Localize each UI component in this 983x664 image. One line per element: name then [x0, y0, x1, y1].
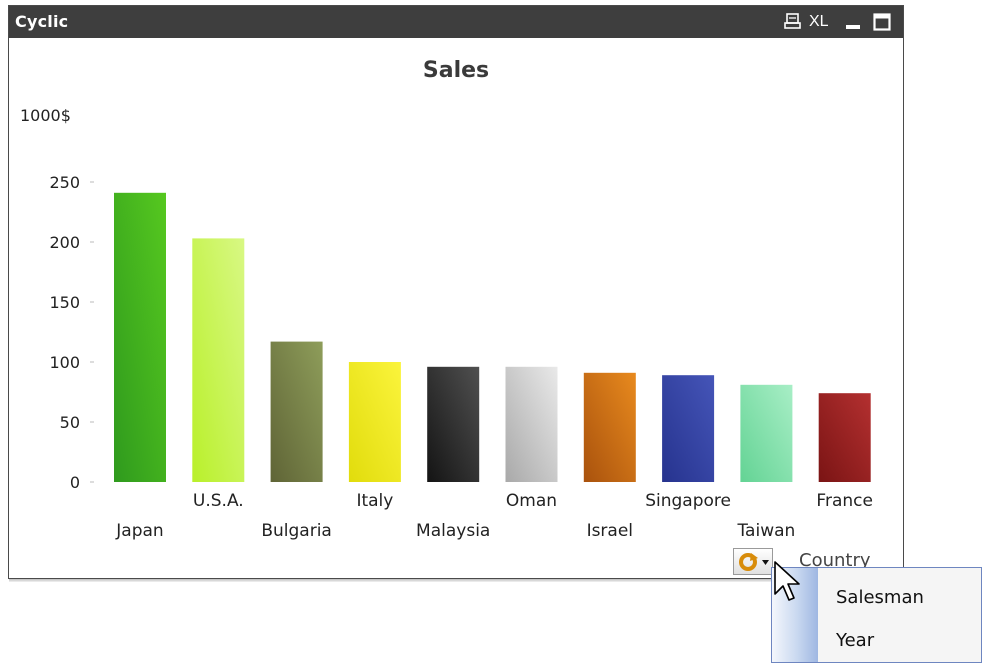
bar-bulgaria[interactable] [270, 341, 323, 482]
window-title: Cyclic [15, 12, 69, 31]
x-tick-label: U.S.A. [193, 491, 244, 511]
mouse-cursor-icon [774, 561, 800, 601]
print-icon[interactable] [784, 12, 802, 32]
x-tick-label: Italy [356, 491, 393, 511]
cycle-current-field: Country [799, 550, 871, 571]
bar-japan[interactable] [114, 192, 166, 483]
x-tick-label: Taiwan [736, 521, 795, 541]
y-tick-label: 250 [49, 173, 80, 192]
bar-singapore[interactable] [662, 375, 715, 482]
y-tick-label: 100 [49, 353, 80, 372]
cycle-group-button[interactable] [733, 548, 773, 575]
y-tick-label: 200 [49, 233, 80, 252]
y-tick-label: 150 [49, 293, 80, 312]
maximize-icon[interactable] [873, 12, 891, 32]
x-tick-label: Oman [506, 491, 557, 511]
x-tick-label: Israel [587, 521, 633, 541]
title-bar[interactable]: Cyclic XL [9, 6, 903, 38]
y-tick-label: 50 [60, 413, 80, 432]
bar-usa[interactable] [192, 238, 245, 482]
x-tick-label: Malaysia [416, 521, 490, 541]
bar-taiwan[interactable] [740, 384, 793, 482]
menu-item-salesman[interactable]: Salesman [836, 587, 924, 608]
x-tick-label: Japan [115, 521, 163, 541]
minimize-icon[interactable] [845, 12, 861, 32]
x-tick-label: Singapore [645, 491, 731, 511]
window-shadow [9, 579, 905, 582]
send-to-excel-button[interactable]: XL [809, 13, 829, 30]
x-tick-label: Bulgaria [261, 521, 332, 541]
menu-item-year[interactable]: Year [836, 630, 875, 651]
bar-malaysia[interactable] [427, 366, 480, 482]
bar-oman[interactable] [505, 366, 558, 482]
bar-israel[interactable] [583, 372, 636, 482]
y-tick-label: 0 [70, 473, 80, 492]
bar-italy[interactable] [348, 362, 401, 482]
y-axis-label: 1000$ [20, 106, 71, 125]
bar-france[interactable] [818, 393, 871, 482]
x-tick-label: France [816, 491, 873, 511]
chart-title: Sales [423, 58, 489, 83]
